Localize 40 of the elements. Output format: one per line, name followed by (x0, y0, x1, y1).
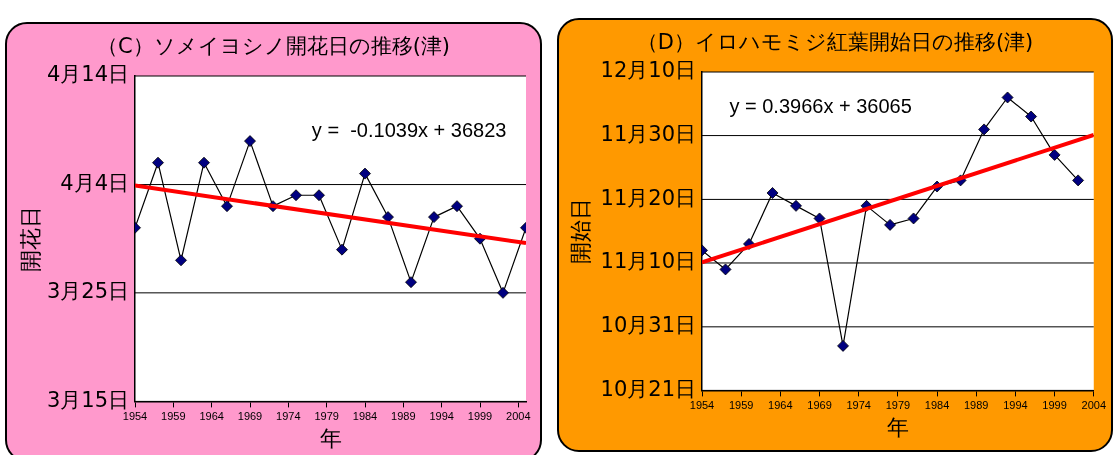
x-tick-label: 1969 (807, 399, 832, 412)
x-tick-label: 1959 (728, 399, 754, 412)
ref-line-label: 10月31日 (600, 313, 696, 338)
x-tick-label: 1984 (924, 399, 950, 412)
y-axis-title: 開花日 (17, 205, 43, 272)
ref-line-label: 4月4日 (60, 171, 129, 196)
chart-title: （C）ソメイヨシノ開花日の推移(津) (95, 33, 452, 60)
x-tick-label: 1974 (846, 399, 871, 412)
x-tick-label: 1999 (1042, 399, 1067, 412)
ref-line-label: 11月10日 (600, 249, 696, 274)
x-tick-label: 1964 (768, 399, 793, 412)
x-tick-label: 1994 (429, 410, 454, 423)
x-tick-label: 1989 (391, 410, 416, 423)
x-tick-label: 1979 (885, 399, 911, 412)
ref-line-label: 11月30日 (600, 122, 696, 147)
x-axis-title: 年 (319, 425, 342, 451)
x-tick-label: 1969 (237, 410, 263, 423)
x-tick-label: 1999 (467, 410, 493, 423)
x-tick-label: 2004 (506, 410, 531, 423)
ref-line-label: 3月15日 (46, 387, 129, 412)
chart-title: （D）イロハモミジ紅葉開始日の推移(津) (635, 29, 1035, 56)
x-tick-label: 1954 (689, 399, 715, 412)
x-tick-label: 1964 (199, 410, 224, 423)
text: y = -0.1039x + 36823 (311, 118, 507, 141)
x-axis-title: 年 (886, 414, 909, 440)
ref-line-label: 11月20日 (600, 185, 696, 210)
ref-line-label: 10月21日 (600, 376, 696, 401)
x-tick-label: 1994 (1003, 399, 1028, 412)
x-tick-label: 2004 (1081, 399, 1107, 412)
ref-line-label: 3月25日 (46, 279, 129, 304)
x-tick-label: 1984 (352, 410, 378, 423)
x-tick-label: 1974 (276, 410, 301, 423)
x-tick-label: 1989 (963, 399, 989, 412)
annotation: y = 0.3966x + 36065 (729, 94, 912, 117)
ref-line-label: 4月14日 (46, 62, 129, 87)
ref-line-label: 12月10日 (600, 58, 696, 83)
x-tick-label: 1959 (161, 410, 186, 423)
x-tick-label: 1979 (314, 410, 339, 423)
x-tick-label: 1954 (122, 410, 148, 423)
y-axis-title: 開始日 (567, 198, 593, 265)
